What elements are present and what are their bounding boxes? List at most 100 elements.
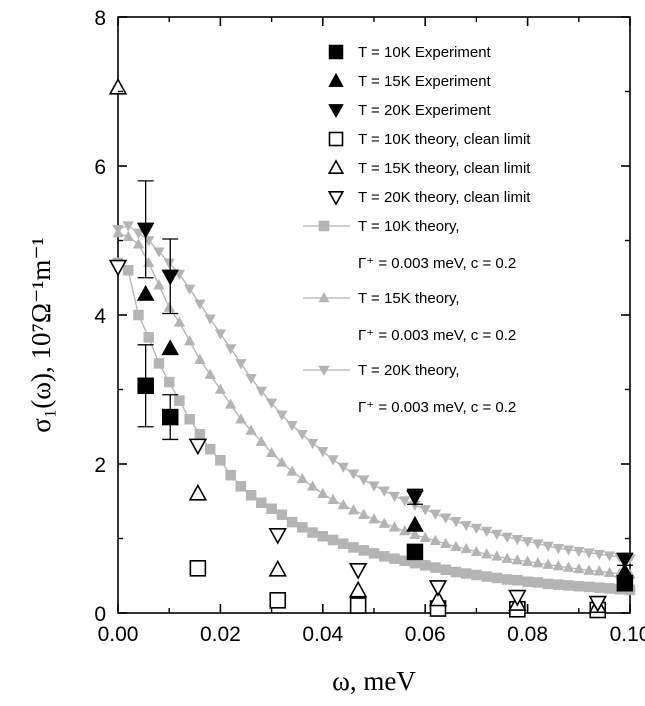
data-point <box>136 222 155 239</box>
data-point <box>163 301 175 312</box>
data-point <box>286 465 298 476</box>
data-point <box>583 564 595 575</box>
data-point <box>348 542 359 553</box>
data-point <box>491 550 503 561</box>
data-point <box>460 542 472 554</box>
data-point <box>480 548 493 559</box>
data-point <box>470 545 483 557</box>
data-point <box>266 503 277 514</box>
legend-label: T = 20K Experiment <box>358 102 492 119</box>
legend-marker <box>327 159 345 174</box>
data-point <box>338 538 349 549</box>
data-point <box>194 428 206 440</box>
data-point <box>296 429 308 441</box>
legend-item: T = 20K theory, Γ⁺ = 0.003 meV, c = 0.2 <box>303 362 516 416</box>
series-5 <box>108 259 607 613</box>
data-point <box>122 221 134 232</box>
data-point <box>511 534 524 546</box>
data-point <box>542 578 554 590</box>
data-point <box>317 531 329 542</box>
legend-label: T = 20K theory, <box>358 362 460 379</box>
y-axis-title: σ₁(ω), 10⁷Ω⁻¹m⁻¹ <box>26 237 56 432</box>
legend-label: T = 10K Experiment <box>358 44 492 61</box>
data-point <box>184 335 196 346</box>
data-point <box>132 228 145 240</box>
data-point <box>388 491 401 503</box>
legend-label-line2: Γ⁺ = 0.003 meV, c = 0.2 <box>358 255 516 272</box>
data-point <box>491 572 503 584</box>
data-point <box>194 353 206 364</box>
data-point <box>255 435 268 446</box>
data-point <box>268 559 287 577</box>
data-point <box>616 562 634 579</box>
data-point <box>604 583 615 594</box>
data-point <box>337 498 349 510</box>
data-point <box>616 552 634 569</box>
data-point <box>378 486 390 497</box>
data-point <box>562 545 575 556</box>
data-point <box>188 483 208 501</box>
legend-item: T = 15K theory, clean limit <box>327 159 531 177</box>
data-point <box>224 398 237 409</box>
series-7 <box>112 227 636 579</box>
data-point <box>428 589 448 607</box>
data-point <box>603 566 616 578</box>
data-point <box>532 557 544 568</box>
data-point <box>161 269 180 286</box>
legend-item: T = 15K Experiment <box>328 72 492 90</box>
data-point <box>481 571 492 582</box>
data-point <box>471 569 482 581</box>
data-point <box>521 537 534 548</box>
x-tick-label: 0.00 <box>98 623 139 646</box>
legend-marker <box>328 44 344 60</box>
data-point <box>317 447 329 458</box>
data-point <box>306 480 319 491</box>
data-point <box>204 368 216 379</box>
legend-item: T = 10K theory, clean limit <box>328 131 531 148</box>
data-point <box>153 279 165 290</box>
legend-label-line2: Γ⁺ = 0.003 meV, c = 0.2 <box>358 399 516 416</box>
axes-layer: 0.00 0.02 0.04 0.06 0.08 0.10 0 2 4 6 8 <box>94 7 645 646</box>
data-point <box>317 487 329 499</box>
data-point <box>419 505 431 516</box>
data-point <box>542 558 554 569</box>
data-point <box>276 456 288 467</box>
data-point <box>583 548 595 559</box>
data-point <box>245 374 257 385</box>
data-point <box>307 527 318 538</box>
data-point <box>460 568 472 579</box>
series-line <box>117 224 631 560</box>
data-point <box>378 517 390 528</box>
data-point <box>327 493 339 505</box>
data-point <box>306 438 319 450</box>
data-point <box>368 481 380 492</box>
data-point <box>501 552 513 563</box>
legend-marker <box>328 104 344 119</box>
data-point <box>327 455 339 466</box>
data-point <box>269 592 287 609</box>
data-point <box>429 509 442 520</box>
series-layer <box>108 77 636 619</box>
data-point <box>512 574 523 586</box>
data-point <box>189 559 207 577</box>
data-point <box>542 541 554 552</box>
data-point <box>450 517 462 528</box>
data-point <box>562 561 575 572</box>
data-point <box>245 490 257 501</box>
data-point <box>296 472 308 484</box>
legend-label: T = 15K theory, clean limit <box>358 160 531 177</box>
legend-label: T = 10K theory, clean limit <box>358 131 531 148</box>
data-point <box>594 582 605 593</box>
legend-marker <box>328 131 344 147</box>
data-point <box>440 537 452 548</box>
data-point <box>214 383 227 394</box>
data-point <box>348 562 368 580</box>
data-point <box>368 548 380 559</box>
legend-item: T = 10K Experiment <box>328 44 492 61</box>
data-point <box>406 515 424 532</box>
data-point <box>573 580 585 592</box>
data-point <box>501 574 513 585</box>
series-1 <box>136 284 634 579</box>
data-point <box>215 455 226 466</box>
data-point <box>358 475 370 486</box>
